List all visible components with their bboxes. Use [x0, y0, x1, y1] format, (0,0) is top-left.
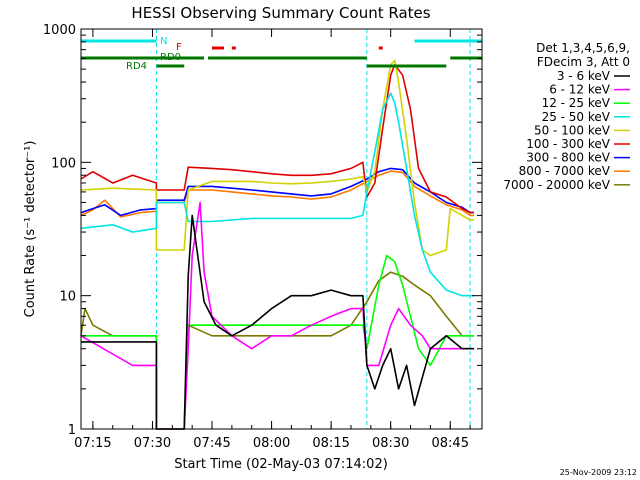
x-tick-label-0: 07:15	[74, 436, 111, 451]
flag-label-n: N	[160, 36, 167, 47]
legend-label-1: 6 - 12 keV	[549, 83, 611, 97]
series-line-3	[80, 92, 475, 297]
x-tick-label-3: 08:00	[253, 436, 290, 451]
x-tick-label-5: 08:30	[372, 436, 409, 451]
y-axis-label: Count Rate (s⁻¹ detector⁻¹)	[23, 141, 38, 318]
footer-timestamp: 25-Nov-2009 23:12	[560, 468, 637, 477]
y-tick-label-0: 1	[68, 423, 76, 438]
legend-label-3: 25 - 50 keV	[542, 110, 611, 124]
series-line-4	[80, 59, 475, 257]
x-axis-label: Start Time (02-May-03 07:14:02)	[174, 457, 388, 472]
x-tick-label-6: 08:45	[432, 436, 469, 451]
legend-label-6: 300 - 800 keV	[526, 151, 610, 165]
series-line-2	[81, 254, 475, 430]
y-axis-ticks: 1 10 100 1000	[43, 23, 482, 438]
x-tick-label-4: 08:15	[312, 436, 349, 451]
chart-title: HESSI Observing Summary Count Rates	[131, 4, 430, 22]
series-line-5	[80, 63, 475, 214]
x-tick-label-1: 07:30	[134, 436, 171, 451]
legend-label-7: 800 - 7000 keV	[519, 164, 611, 178]
flag-label-rd0: RD0	[160, 52, 181, 63]
legend-label-8: 7000 - 20000 keV	[503, 178, 610, 192]
series-line-6	[80, 167, 475, 217]
legend-label-4: 50 - 100 keV	[534, 123, 611, 137]
x-axis-ticks: 07:15 07:30 07:45 08:00 08:15 08:30 08:45	[74, 29, 471, 451]
status-flag-bars	[81, 39, 482, 68]
series-line-0	[81, 214, 475, 430]
x-tick-label-2: 07:45	[193, 436, 230, 451]
legend-header-line-2: FDecim 3, Att 0	[537, 55, 630, 69]
plot-lines	[80, 29, 475, 430]
series-line-1	[80, 201, 475, 430]
series-line-7	[80, 170, 475, 218]
flag-label-f: F	[176, 42, 182, 53]
y-tick-label-2: 100	[51, 156, 76, 171]
y-tick-label-1: 10	[59, 290, 76, 305]
legend-label-0: 3 - 6 keV	[557, 69, 611, 83]
y-tick-label-3: 1000	[43, 23, 76, 38]
legend: Det 1,3,4,5,6,9, FDecim 3, Att 0 3 - 6 k…	[503, 41, 630, 192]
legend-header-line-1: Det 1,3,4,5,6,9,	[536, 41, 630, 55]
legend-label-2: 12 - 25 keV	[542, 96, 611, 110]
plot-frame	[80, 28, 483, 430]
flag-label-rd4: RD4	[126, 61, 147, 72]
legend-label-5: 100 - 300 keV	[526, 137, 610, 151]
